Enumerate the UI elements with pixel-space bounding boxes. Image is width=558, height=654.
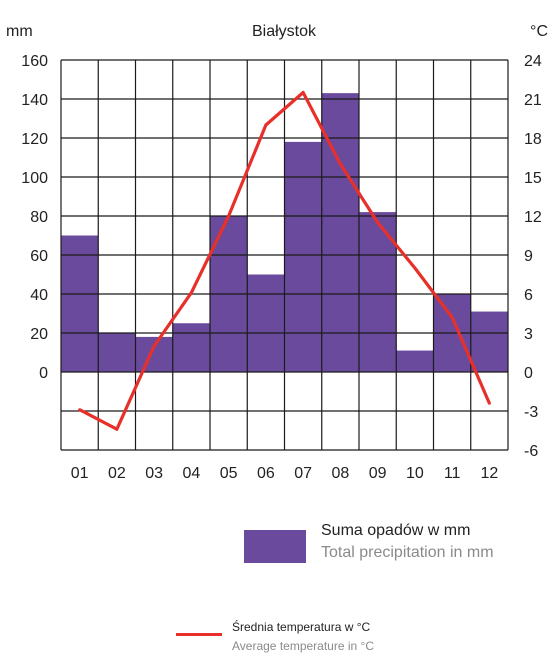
temperature-point-11 bbox=[450, 315, 454, 319]
x-tick-label-12: 12 bbox=[480, 465, 498, 482]
precipitation-bar-03 bbox=[135, 336, 173, 372]
legend-temperature-line bbox=[176, 633, 222, 636]
chart-title: Białystok bbox=[252, 23, 317, 40]
precipitation-bar-07 bbox=[284, 141, 322, 372]
temperature-point-05 bbox=[227, 214, 231, 218]
temperature-point-01 bbox=[78, 408, 82, 412]
x-tick-label-03: 03 bbox=[145, 465, 163, 482]
precipitation-bar-02 bbox=[98, 333, 136, 372]
left-tick-label: 120 bbox=[21, 131, 48, 148]
right-axis-unit: °C bbox=[530, 23, 548, 40]
left-tick-label: 40 bbox=[30, 287, 48, 304]
x-tick-label-07: 07 bbox=[294, 465, 312, 482]
temperature-point-07 bbox=[301, 91, 305, 94]
precipitation-bar-06 bbox=[247, 274, 285, 372]
right-tick-label: -6 bbox=[524, 443, 538, 460]
legend-precipitation-swatch bbox=[244, 530, 306, 563]
x-tick-label-01: 01 bbox=[71, 465, 89, 482]
temperature-line bbox=[78, 90, 491, 431]
temperature-point-12 bbox=[487, 401, 491, 405]
precipitation-bar-12 bbox=[470, 311, 508, 372]
right-tick-label: 0 bbox=[524, 365, 533, 382]
x-tick-label-06: 06 bbox=[257, 465, 275, 482]
right-tick-label: 6 bbox=[524, 287, 533, 304]
left-tick-label: 0 bbox=[39, 365, 48, 382]
x-tick-label-02: 02 bbox=[108, 465, 126, 482]
left-tick-label: 100 bbox=[21, 170, 48, 187]
right-tick-label: 12 bbox=[524, 209, 542, 226]
temperature-point-09 bbox=[376, 221, 380, 224]
right-tick-label: 18 bbox=[524, 131, 542, 148]
temperature-point-03 bbox=[152, 344, 156, 348]
x-tick-label-09: 09 bbox=[369, 465, 387, 482]
precipitation-bar-10 bbox=[396, 350, 434, 372]
left-tick-label: 160 bbox=[21, 53, 48, 70]
x-tick-label-05: 05 bbox=[220, 465, 238, 482]
x-tick-label-08: 08 bbox=[331, 465, 349, 482]
left-tick-label: 20 bbox=[30, 326, 48, 343]
temperature-point-08 bbox=[338, 162, 342, 166]
right-tick-label: -3 bbox=[524, 404, 538, 421]
legend-temperature-label: Średnia temperatura w °C bbox=[232, 620, 371, 634]
temperature-point-04 bbox=[189, 291, 193, 295]
precipitation-bar-08 bbox=[321, 93, 359, 373]
temperature-point-02 bbox=[115, 427, 119, 431]
temperature-point-06 bbox=[264, 123, 268, 127]
x-tick-label-04: 04 bbox=[182, 465, 200, 482]
right-tick-label: 3 bbox=[524, 326, 533, 343]
x-tick-label-11: 11 bbox=[444, 465, 461, 482]
left-tick-label: 80 bbox=[30, 209, 48, 226]
precipitation-bar-04 bbox=[172, 323, 210, 372]
left-axis-unit: mm bbox=[6, 23, 33, 40]
left-tick-label: 140 bbox=[21, 92, 48, 109]
left-tick-label: 60 bbox=[30, 248, 48, 265]
legend-precipitation-label-en: Total precipitation in mm bbox=[321, 544, 494, 561]
precipitation-bar-01 bbox=[61, 235, 99, 372]
right-tick-label: 15 bbox=[524, 170, 542, 187]
x-tick-label-10: 10 bbox=[406, 465, 424, 482]
right-tick-label: 9 bbox=[524, 248, 533, 265]
legend-temperature-label-en: Average temperature in °C bbox=[232, 639, 374, 653]
temperature-point-10 bbox=[413, 266, 417, 270]
legend-precipitation-label: Suma opadów w mm bbox=[321, 522, 471, 539]
right-tick-label: 24 bbox=[524, 53, 542, 70]
right-tick-label: 21 bbox=[524, 92, 542, 109]
